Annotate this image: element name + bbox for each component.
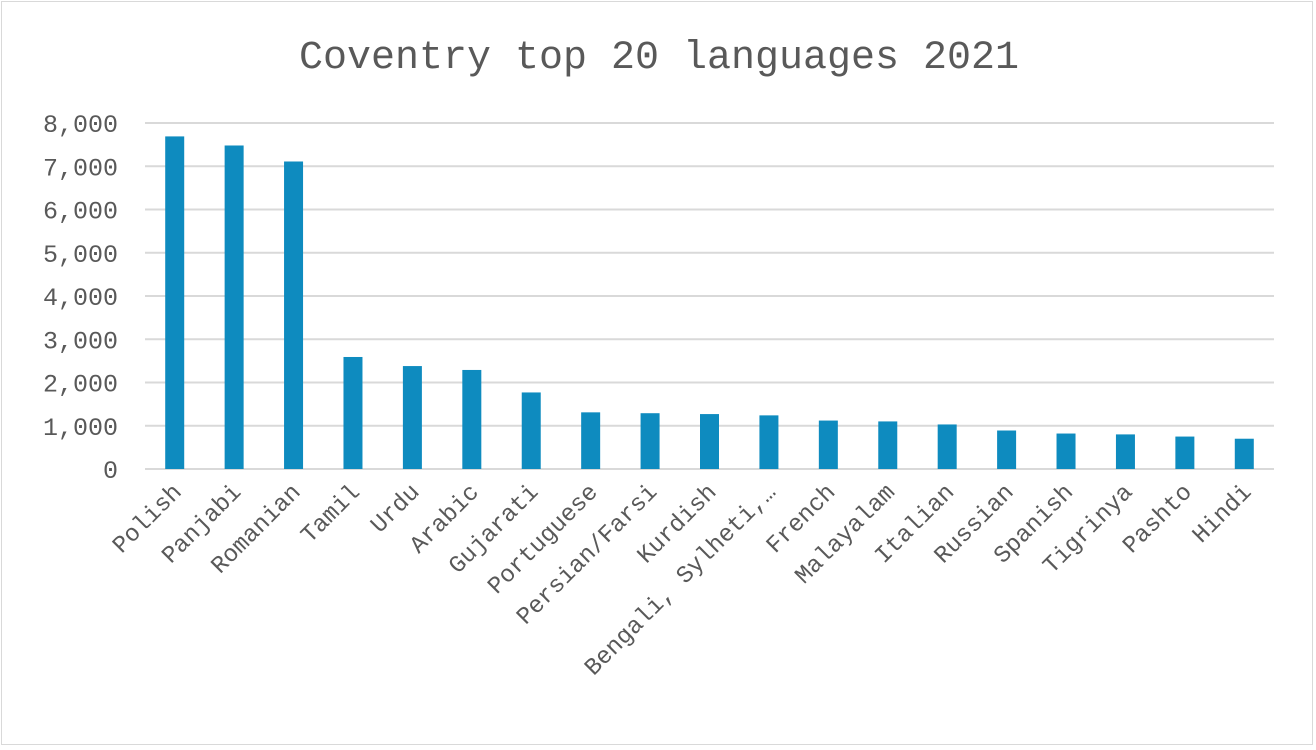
y-tick-label: 0 <box>103 457 118 486</box>
bar <box>1056 433 1076 469</box>
y-tick-label: 5,000 <box>43 241 118 270</box>
bar <box>997 430 1017 469</box>
bar <box>700 414 719 469</box>
bar <box>462 369 482 469</box>
bar <box>1115 434 1135 469</box>
bar <box>818 420 838 469</box>
y-tick-label: 3,000 <box>43 327 118 356</box>
bar <box>402 366 422 469</box>
x-tick-label: Tamil <box>297 480 367 550</box>
y-tick-label: 2,000 <box>43 371 118 400</box>
bar <box>937 424 957 469</box>
bar <box>1234 438 1254 469</box>
y-tick-label: 1,000 <box>43 414 118 443</box>
bar <box>640 413 660 469</box>
bar <box>759 415 779 469</box>
bar <box>521 392 541 469</box>
y-tick-label: 4,000 <box>43 284 118 313</box>
y-tick-label: 6,000 <box>43 198 118 227</box>
y-tick-label: 8,000 <box>43 111 118 140</box>
bar <box>284 161 304 469</box>
bar <box>165 136 185 469</box>
bar <box>1175 436 1195 469</box>
y-tick-label: 7,000 <box>43 154 118 183</box>
x-tick-label: Hindi <box>1188 480 1258 550</box>
bar <box>878 421 898 469</box>
bar <box>343 356 363 469</box>
bar <box>581 412 601 469</box>
bar <box>224 145 244 470</box>
chart-title: Coventry top 20 languages 2021 <box>299 36 1019 81</box>
